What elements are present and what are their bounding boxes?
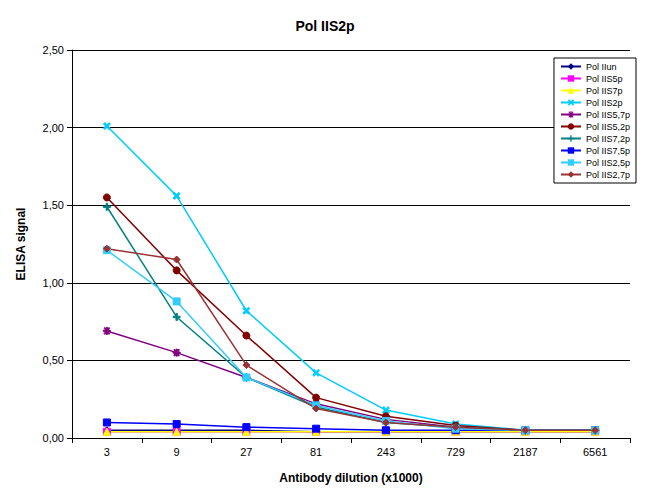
- svg-text:243: 243: [377, 446, 395, 458]
- svg-text:9: 9: [174, 446, 180, 458]
- svg-text:6561: 6561: [583, 446, 607, 458]
- svg-text:2,50: 2,50: [43, 44, 64, 56]
- svg-text:729: 729: [446, 446, 464, 458]
- svg-text:27: 27: [240, 446, 252, 458]
- svg-text:Pol IIS2,7p: Pol IIS2,7p: [586, 170, 630, 180]
- svg-text:Pol IIS5p: Pol IIS5p: [586, 74, 623, 84]
- svg-text:Antibody dilution (x1000): Antibody dilution (x1000): [279, 471, 422, 485]
- svg-text:1,00: 1,00: [43, 277, 64, 289]
- svg-text:Pol IIS7,2p: Pol IIS7,2p: [586, 134, 630, 144]
- svg-text:Pol IIS7p: Pol IIS7p: [586, 86, 623, 96]
- svg-text:81: 81: [310, 446, 322, 458]
- svg-text:3: 3: [104, 446, 110, 458]
- svg-text:Pol IIS5,7p: Pol IIS5,7p: [586, 110, 630, 120]
- svg-text:Pol IIS2p: Pol IIS2p: [586, 98, 623, 108]
- svg-text:0,50: 0,50: [43, 354, 64, 366]
- svg-text:ELISA signal: ELISA signal: [14, 208, 28, 281]
- svg-text:Pol IIS2,5p: Pol IIS2,5p: [586, 158, 630, 168]
- svg-text:0,00: 0,00: [43, 432, 64, 444]
- svg-text:Pol IIS7,5p: Pol IIS7,5p: [586, 146, 630, 156]
- svg-text:Pol IIS2p: Pol IIS2p: [295, 18, 354, 34]
- svg-text:Pol IIS5,2p: Pol IIS5,2p: [586, 122, 630, 132]
- svg-text:2,00: 2,00: [43, 122, 64, 134]
- svg-text:Pol IIun: Pol IIun: [586, 62, 617, 72]
- svg-text:1,50: 1,50: [43, 199, 64, 211]
- svg-text:2187: 2187: [513, 446, 537, 458]
